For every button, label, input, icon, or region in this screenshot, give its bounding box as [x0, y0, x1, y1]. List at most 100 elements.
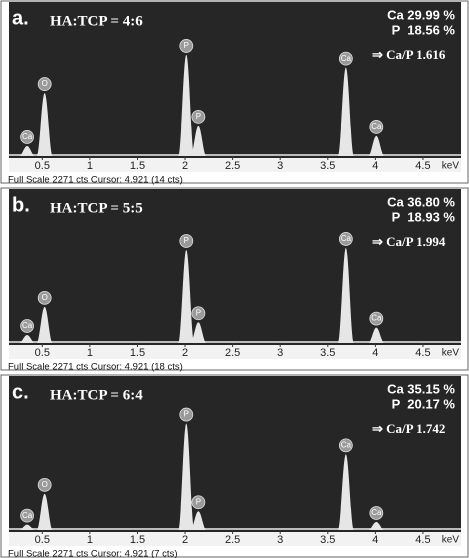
x-tick-label: 4.5	[415, 160, 430, 172]
axis-strip	[9, 158, 461, 172]
peak-element: Ca	[371, 508, 382, 517]
x-axis-label: keV	[442, 348, 460, 359]
x-tick-label: 0.5	[35, 160, 50, 172]
baseline	[9, 341, 461, 343]
x-tick-label: 4	[372, 347, 378, 359]
peak-marker	[37, 77, 52, 91]
peak-element: O	[42, 480, 48, 489]
peak-element: P	[184, 41, 189, 50]
peak-marker	[338, 438, 353, 453]
x-tick-label: 0.5	[35, 347, 50, 359]
axis-strip	[9, 345, 461, 359]
peak-marker	[37, 477, 52, 492]
plot-area	[9, 189, 461, 345]
footer: Full Scale 2271 cts Cursor: 4.921 (7 cts…	[8, 549, 178, 558]
peak-marker	[20, 319, 34, 333]
peak-element: P	[196, 497, 201, 506]
footer: Full Scale 2271 cts Cursor: 4.921 (14 ct…	[8, 175, 183, 186]
plot-area	[9, 2, 461, 158]
peak	[190, 511, 207, 530]
x-tick-label: 1	[87, 534, 93, 546]
peak-element: O	[42, 79, 48, 88]
peak	[178, 249, 195, 343]
peak	[368, 135, 385, 156]
peak-marker	[369, 311, 384, 326]
peak-marker	[338, 51, 353, 66]
spectrum-panel: Ca O P P Ca Ca 0.5 1 1.5 2 2.5 3 3.5 4 4.5 keV Full Scal…	[0, 187, 469, 373]
peak	[190, 322, 207, 343]
peak	[190, 125, 207, 156]
peak-marker	[20, 130, 34, 144]
x-tick-label: 2.5	[225, 534, 240, 546]
x-tick-label: 2	[182, 160, 188, 172]
axis-strip	[9, 532, 461, 546]
peak	[368, 521, 385, 530]
peak-marker	[179, 234, 194, 248]
composition: Ca 29.99 %	[387, 7, 455, 22]
x-tick-label: 3.5	[320, 160, 335, 172]
peak-marker	[338, 232, 353, 246]
panel-label: b.	[12, 194, 30, 216]
x-tick-label: 3	[277, 160, 283, 172]
spectrum-panel: Ca O P P Ca Ca 0.5 1 1.5 2 2.5 3 3.5 4 4.5 keV Full Scal…	[0, 0, 469, 186]
peak	[19, 145, 36, 156]
x-tick-label: 1.5	[130, 534, 145, 546]
peak-marker	[20, 508, 34, 523]
composition: P 18.93 %	[392, 209, 456, 224]
peak-marker	[37, 290, 52, 305]
panel-title: HA:TCP = 6:4	[50, 387, 143, 403]
x-axis-label: keV	[442, 535, 460, 546]
peak	[36, 306, 53, 343]
composition: P 18.56 %	[392, 22, 456, 37]
peak-marker	[369, 506, 384, 520]
x-tick-label: 3	[277, 534, 283, 546]
x-tick-label: 1.5	[130, 160, 145, 172]
x-axis-label: keV	[442, 161, 460, 172]
plot-area	[9, 376, 461, 532]
baseline	[9, 528, 461, 530]
x-tick-label: 3	[277, 347, 283, 359]
x-tick-label: 3.5	[320, 534, 335, 546]
peak-element: O	[42, 293, 48, 302]
peak-element: Ca	[371, 122, 382, 131]
x-tick-label: 2	[182, 534, 188, 546]
peak-marker	[191, 495, 206, 510]
panel-title: HA:TCP = 4:6	[50, 13, 143, 29]
footer: Full Scale 2271 cts Cursor: 4.921 (18 ct…	[8, 362, 183, 373]
x-tick-label: 4	[372, 534, 378, 546]
peak-marker	[191, 109, 206, 124]
x-tick-label: 4.5	[415, 347, 430, 359]
peak	[36, 93, 53, 156]
peak-marker	[191, 306, 206, 321]
composition: Ca 36.80 %	[387, 194, 455, 209]
peak-element: Ca	[341, 440, 352, 449]
peak	[337, 454, 354, 530]
peak-element: Ca	[371, 314, 382, 323]
peak-element: P	[184, 236, 189, 245]
panel-title: HA:TCP = 5:5	[50, 200, 143, 216]
spectrum-panel: Ca O P P Ca Ca 0.5 1 1.5 2 2.5 3 3.5 4 4.5 keV Full Scal…	[0, 374, 469, 558]
peak-element: Ca	[22, 511, 33, 520]
peak-element: P	[184, 410, 189, 419]
peak-element: Ca	[22, 321, 33, 330]
composition: Ca 35.15 %	[387, 381, 455, 396]
ca-p-ratio: ⇒ Ca/P 1.742	[372, 421, 445, 436]
x-tick-label: 1	[87, 347, 93, 359]
x-tick-label: 1.5	[130, 347, 145, 359]
x-tick-label: 2.5	[225, 347, 240, 359]
peak	[368, 327, 385, 343]
x-tick-label: 0.5	[35, 534, 50, 546]
x-tick-label: 4	[372, 160, 378, 172]
peak-marker	[179, 39, 194, 53]
peak-element: P	[196, 308, 201, 317]
peak	[178, 54, 195, 157]
x-tick-label: 3.5	[320, 347, 335, 359]
panel-label: a.	[12, 7, 29, 29]
x-tick-label: 4.5	[415, 534, 430, 546]
ca-p-ratio: ⇒ Ca/P 1.616	[372, 47, 446, 62]
peak	[19, 524, 36, 530]
peak-marker	[369, 120, 384, 134]
ca-p-ratio: ⇒ Ca/P 1.994	[372, 234, 446, 249]
peak	[36, 493, 53, 530]
